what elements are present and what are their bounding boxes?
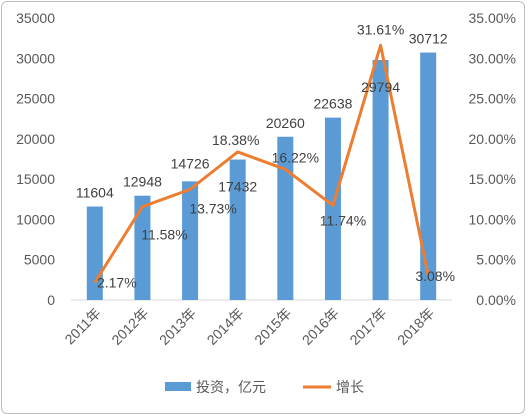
left-tick-label: 20000 [16,131,55,147]
bar-value-label: 30712 [409,31,448,47]
legend-bar-label: 投资，亿元 [196,380,266,396]
legend: 投资，亿元 增长 [165,380,364,396]
bar [182,181,199,300]
bar-series [86,52,437,301]
left-tick-label: 5000 [24,252,55,268]
bar-value-label: 29794 [361,79,400,95]
bar-value-label: 22638 [313,96,352,112]
line-data-labels: 2.17% 11.58%13.73% 18.38% 16.22% 11.74% 31.61… [97,21,455,290]
right-tick-label: 25.00% [469,91,516,107]
legend-line-label: 增长 [336,380,364,396]
x-tick-label: 2016年 [299,305,342,348]
bar [324,117,341,300]
x-tick-label: 2011年 [61,305,104,348]
left-tick-label: 0 [47,292,55,308]
right-tick-label: 10.00% [469,211,516,227]
left-tick-label: 35000 [16,10,55,26]
x-tick-label: 2014年 [204,305,247,348]
left-tick-label: 30000 [16,50,55,66]
bar-value-label: 17432 [218,179,257,195]
bar-value-label: 12948 [123,174,162,190]
growth-value-label: 31.61% [357,21,404,37]
growth-line [93,43,430,284]
bar [229,159,246,300]
right-tick-label: 35.00% [469,10,516,26]
right-tick-label: 0.00% [476,292,516,308]
right-tick-label: 30.00% [469,50,516,66]
bar [134,195,151,300]
x-tick-label: 2017年 [346,305,389,348]
right-tick-label: 15.00% [469,171,516,187]
growth-value-label: 3.08% [415,268,455,284]
x-axis-ticks: 2011年 2012年 2013年 2014年 2015年 2016年 2017年 2018年 [61,305,437,348]
bar [420,52,437,301]
legend-bar-swatch [165,382,191,391]
growth-value-label: 16.22% [272,149,319,165]
bar-value-label: 11604 [76,185,114,201]
bar [372,59,389,301]
right-axis-ticks: 0.00% 5.00% 10.00% 15.00% 20.00% 25.00% 30.00%… [469,10,516,308]
x-tick-label: 2018年 [394,305,437,348]
bar-value-label: 14726 [171,155,210,171]
growth-value-label: 18.38% [212,132,259,148]
bar-value-label: 20260 [266,115,305,131]
growth-value-label: 11.74% [320,212,366,228]
x-tick-label: 2012年 [108,305,151,348]
left-tick-label: 25000 [16,91,55,107]
bar [277,136,294,300]
x-tick-label: 2013年 [156,305,199,348]
right-tick-label: 20.00% [469,131,516,147]
x-tick-label: 2015年 [251,305,294,348]
left-tick-label: 15000 [16,171,55,187]
growth-value-label: 2.17% [97,275,137,291]
bar-data-labels: 11604 12948 14726 17432 20260 22638 29794 30712 [76,31,448,201]
left-tick-label: 10000 [16,211,55,227]
growth-value-label: 13.73% [189,200,236,216]
left-axis-ticks: 0 5000 10000 15000 20000 25000 30000 35000 [16,10,55,308]
right-tick-label: 5.00% [476,252,516,268]
growth-value-label: 11.58% [141,227,187,243]
